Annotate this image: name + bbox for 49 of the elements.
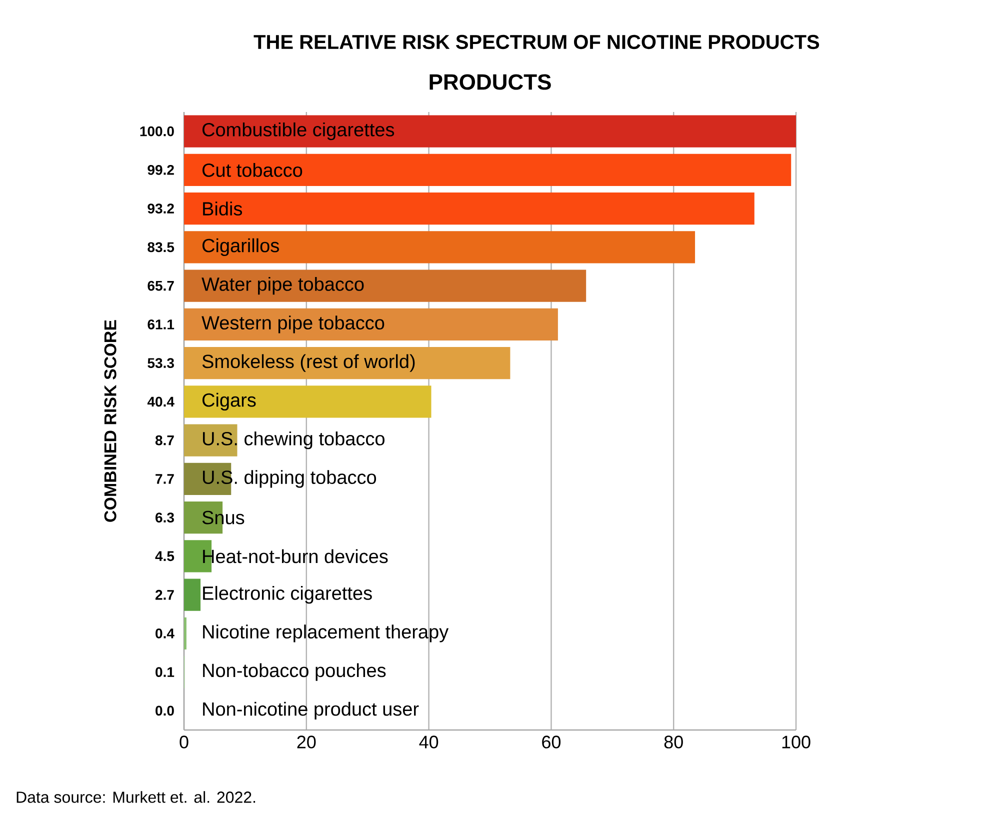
data-label: 99.2 bbox=[148, 164, 174, 175]
data-label: 2.7 bbox=[155, 590, 174, 600]
data-label: 7.7 bbox=[156, 474, 174, 484]
data-label: 0.0 bbox=[156, 706, 174, 716]
data-label: 53.3 bbox=[148, 358, 174, 368]
x-tick-label: 40 bbox=[419, 736, 438, 748]
bar bbox=[184, 115, 796, 148]
y-tick-label: U.S. chewing tobacco bbox=[202, 431, 384, 450]
data-label: 6.3 bbox=[156, 512, 174, 523]
y-tick-label: Water pipe tobacco bbox=[202, 276, 364, 295]
data-label: 61.1 bbox=[148, 319, 174, 330]
x-tick-label: 20 bbox=[297, 736, 316, 748]
y-tick-label: Bidis bbox=[203, 202, 242, 216]
y-tick-label: Cigarillos bbox=[202, 238, 279, 256]
chart-subtitle: PRODUCTS bbox=[430, 74, 551, 90]
y-tick-label: Nicotine replacement therapy bbox=[203, 624, 449, 642]
y-tick-label: Cut tobacco bbox=[202, 162, 302, 177]
chart-title: THE RELATIVE RISK SPECTRUM OF NICOTINE PRODUCTS bbox=[254, 34, 820, 50]
data-label: 83.5 bbox=[148, 242, 174, 252]
bar bbox=[184, 270, 586, 302]
data-label: 0.4 bbox=[156, 628, 174, 638]
x-tick-label: 100 bbox=[782, 736, 810, 748]
bar bbox=[184, 386, 432, 418]
bar bbox=[184, 578, 201, 611]
data-label: 100.0 bbox=[140, 126, 174, 136]
source-note: Data source: Murkett et. al. 2022. bbox=[16, 791, 256, 803]
data-label: 93.2 bbox=[148, 204, 174, 214]
y-tick-label: Smokeless (rest of world) bbox=[202, 354, 415, 372]
data-label: 4.5 bbox=[155, 551, 174, 562]
bar bbox=[184, 192, 754, 225]
data-label: 65.7 bbox=[148, 280, 174, 291]
bar bbox=[184, 154, 792, 186]
y-tick-label: Western pipe tobacco bbox=[202, 316, 384, 334]
bar bbox=[184, 347, 510, 380]
bar bbox=[184, 424, 238, 456]
y-tick-label: Cigars bbox=[202, 392, 256, 411]
data-label: 0.1 bbox=[156, 667, 174, 678]
bar bbox=[184, 231, 696, 264]
x-tick-label: 60 bbox=[542, 736, 561, 748]
y-tick-label: Non-tobacco pouches bbox=[203, 663, 386, 681]
bar bbox=[184, 308, 558, 340]
y-tick-label: Electronic cigarettes bbox=[203, 586, 372, 604]
y-tick-label: Combustible cigarettes bbox=[202, 122, 394, 140]
data-label: 40.4 bbox=[147, 396, 174, 407]
data-label: 8.7 bbox=[155, 435, 174, 446]
y-tick-label: Non-nicotine product user bbox=[203, 702, 419, 720]
x-tick-label: 80 bbox=[664, 736, 683, 748]
y-axis-title: COMBINED RISK SCORE bbox=[104, 320, 116, 522]
x-tick-label: 0 bbox=[180, 736, 188, 748]
